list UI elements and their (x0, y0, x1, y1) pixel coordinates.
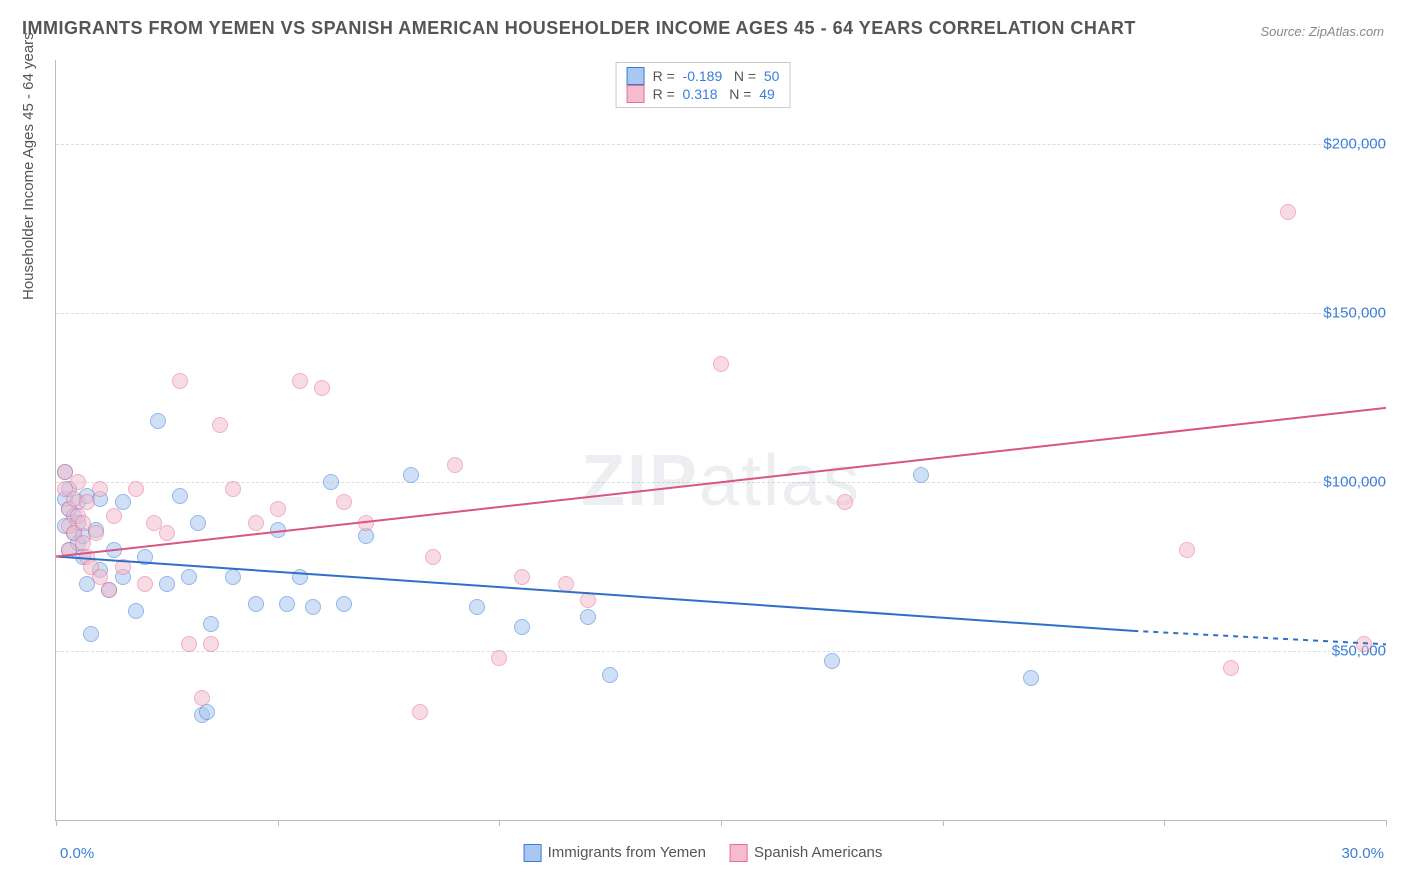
legend-swatch (627, 67, 645, 85)
data-point (580, 592, 596, 608)
data-point (514, 569, 530, 585)
data-point (837, 494, 853, 510)
data-point (824, 653, 840, 669)
data-point (248, 596, 264, 612)
data-point (1179, 542, 1195, 558)
data-point (514, 619, 530, 635)
legend-swatch (627, 85, 645, 103)
y-axis-label: Householder Income Ages 45 - 64 years (20, 32, 37, 300)
data-point (106, 542, 122, 558)
data-point (447, 457, 463, 473)
data-point (203, 616, 219, 632)
data-point (469, 599, 485, 615)
data-point (336, 494, 352, 510)
data-point (602, 667, 618, 683)
data-point (1280, 204, 1296, 220)
legend-item: Spanish Americans (730, 844, 882, 862)
legend-swatch (524, 844, 542, 862)
data-point (491, 650, 507, 666)
data-point (190, 515, 206, 531)
legend-row: R = 0.318 N = 49 (627, 85, 780, 103)
data-point (128, 603, 144, 619)
x-tick-max: 30.0% (1341, 845, 1384, 862)
data-point (172, 488, 188, 504)
data-point (101, 582, 117, 598)
data-point (292, 569, 308, 585)
source-label: Source: ZipAtlas.com (1260, 24, 1384, 39)
data-point (212, 417, 228, 433)
legend-stats: R = -0.189 N = 50 (653, 68, 780, 84)
data-point (314, 380, 330, 396)
correlation-legend: R = -0.189 N = 50 R = 0.318 N = 49 (616, 62, 791, 108)
data-point (713, 356, 729, 372)
data-point (913, 467, 929, 483)
data-point (92, 481, 108, 497)
data-point (128, 481, 144, 497)
data-point (88, 525, 104, 541)
data-point (150, 413, 166, 429)
data-point (279, 596, 295, 612)
data-point (358, 515, 374, 531)
data-point (137, 576, 153, 592)
data-point (403, 467, 419, 483)
x-tick-min: 0.0% (60, 845, 94, 862)
data-point (79, 494, 95, 510)
data-point (225, 481, 241, 497)
data-point (181, 636, 197, 652)
data-point (137, 549, 153, 565)
data-point (225, 569, 241, 585)
data-point (558, 576, 574, 592)
series-legend: Immigrants from Yemen Spanish Americans (524, 844, 883, 862)
data-point (580, 609, 596, 625)
data-point (425, 549, 441, 565)
data-point (203, 636, 219, 652)
data-point (70, 474, 86, 490)
chart-title: IMMIGRANTS FROM YEMEN VS SPANISH AMERICA… (22, 18, 1136, 39)
data-point (106, 508, 122, 524)
data-point (83, 626, 99, 642)
data-point (270, 522, 286, 538)
data-point (181, 569, 197, 585)
data-point (194, 690, 210, 706)
data-point (305, 599, 321, 615)
data-point (323, 474, 339, 490)
data-point (270, 501, 286, 517)
legend-swatch (730, 844, 748, 862)
data-point (115, 559, 131, 575)
data-point (1023, 670, 1039, 686)
data-point (1223, 660, 1239, 676)
data-point (1356, 636, 1372, 652)
data-point (159, 576, 175, 592)
data-point (248, 515, 264, 531)
data-point (172, 373, 188, 389)
data-point (159, 525, 175, 541)
legend-stats: R = 0.318 N = 49 (653, 86, 775, 102)
legend-row: R = -0.189 N = 50 (627, 67, 780, 85)
data-point (292, 373, 308, 389)
plot-area: ZIPatlas (55, 60, 1386, 821)
scatter-points (56, 60, 1386, 820)
data-point (412, 704, 428, 720)
data-point (336, 596, 352, 612)
legend-item: Immigrants from Yemen (524, 844, 706, 862)
